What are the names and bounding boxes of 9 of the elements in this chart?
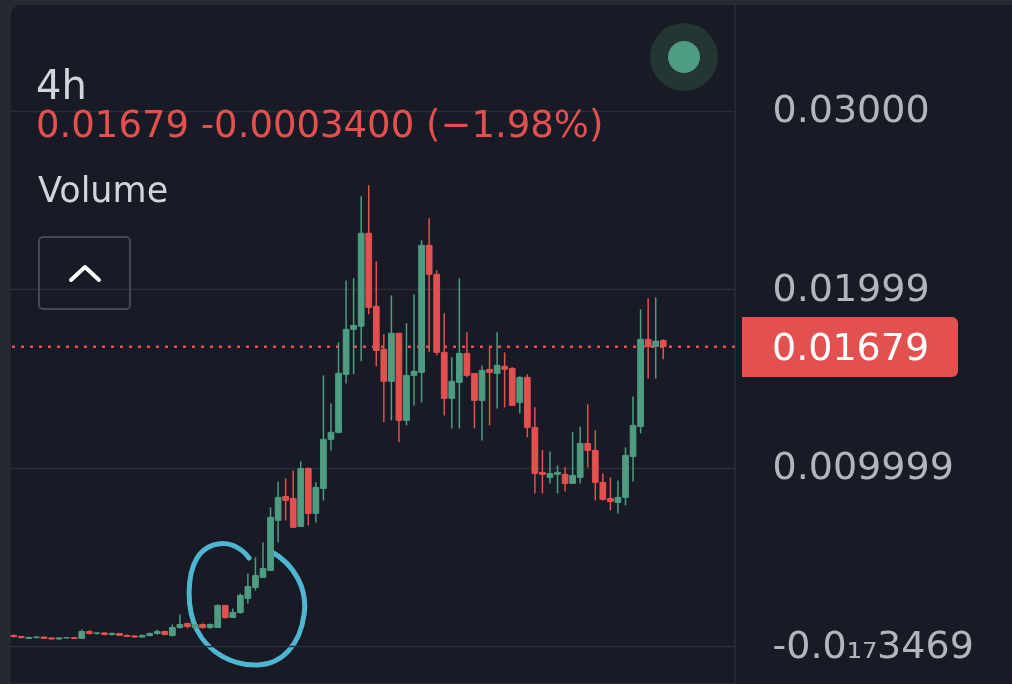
annotation: Volume [38, 170, 169, 210]
y-tick-label: -0.0₁₇3469 [772, 623, 974, 667]
ref-line-label: 0.01679 [772, 323, 930, 371]
y-tick-label: 0.01999 [772, 265, 930, 310]
candlestick [493, 331, 501, 410]
candlestick [561, 466, 569, 493]
y-tick-label: 0.009999 [772, 444, 954, 489]
candlestick [652, 296, 660, 380]
y-tick-label: 0.03000 [772, 87, 930, 132]
